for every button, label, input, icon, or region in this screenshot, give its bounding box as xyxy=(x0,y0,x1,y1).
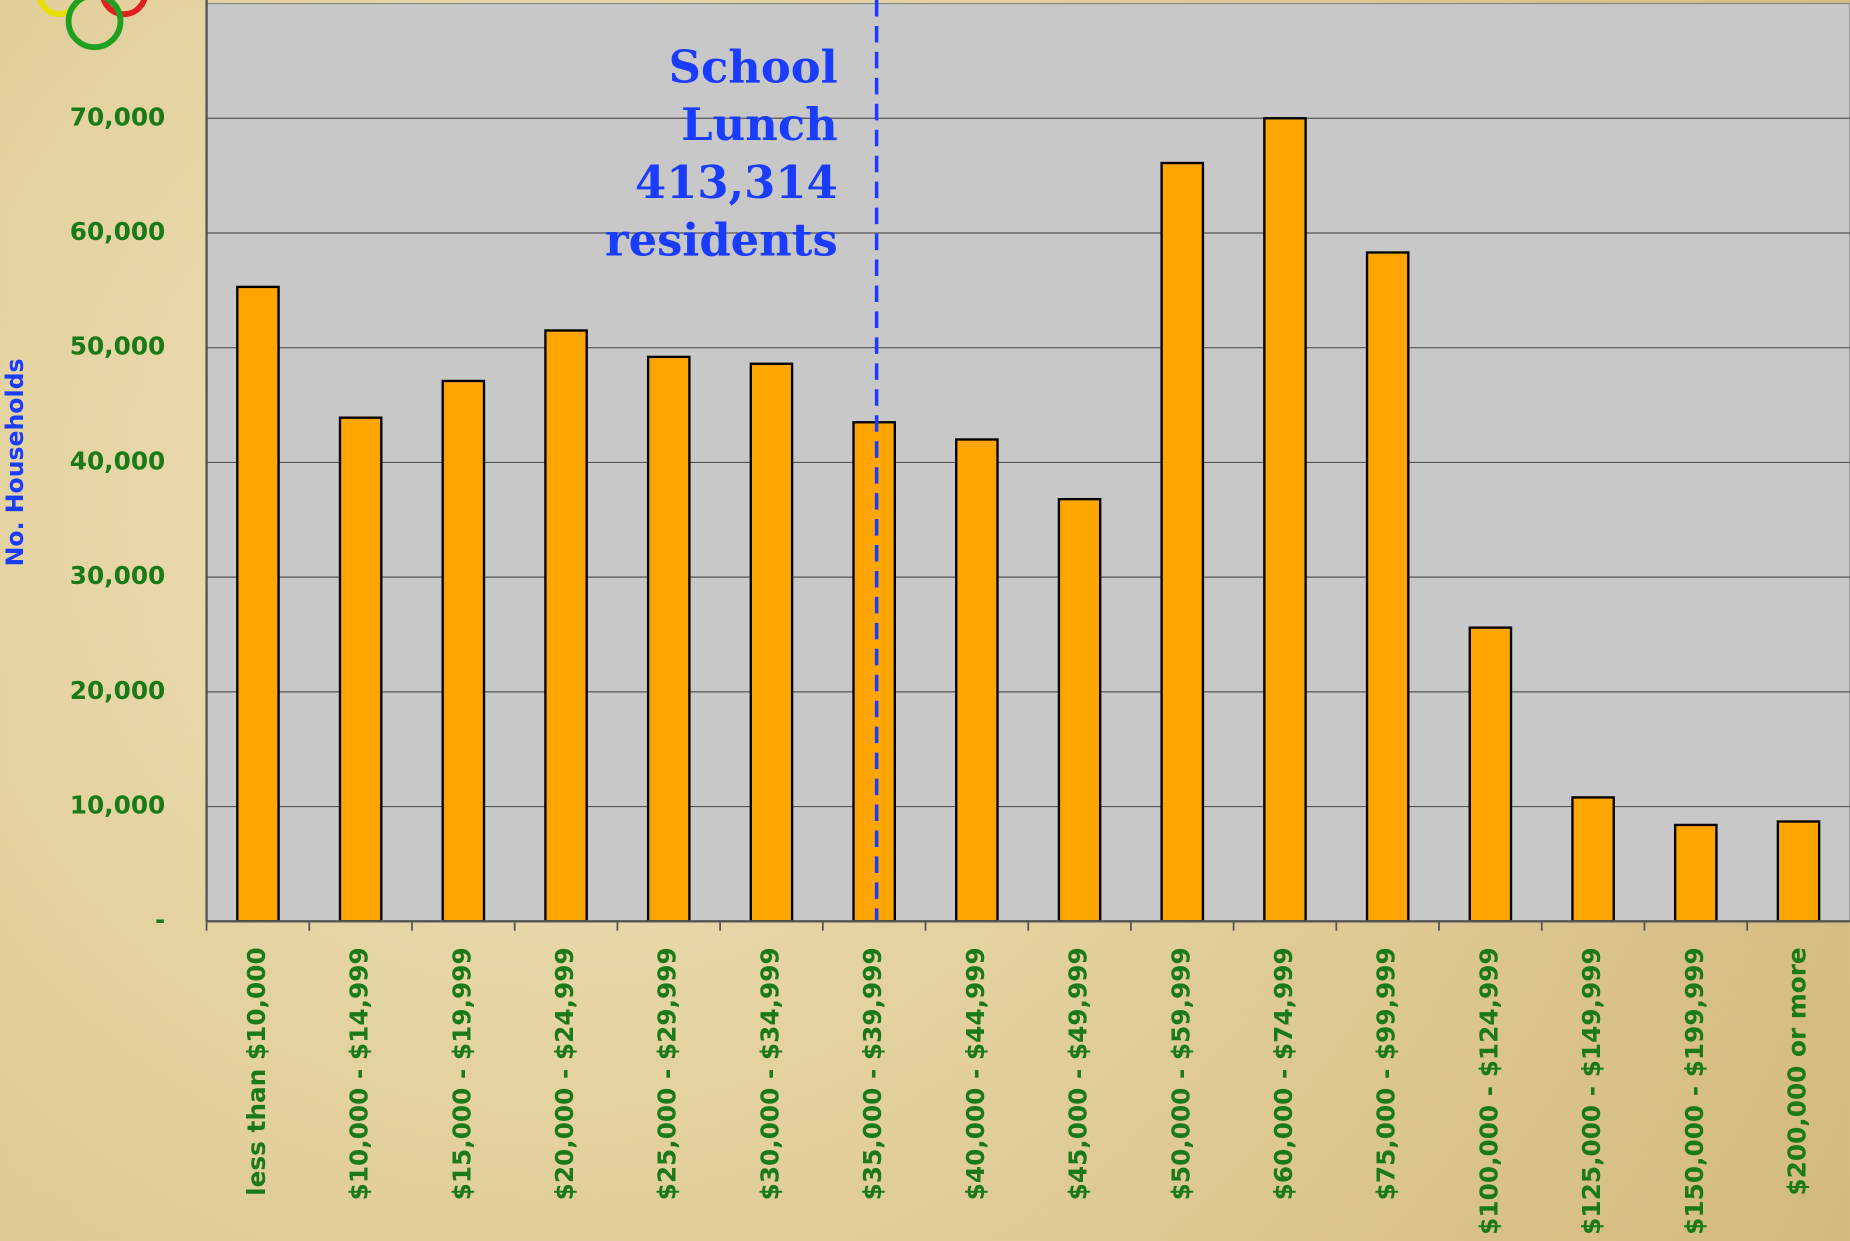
annotation-line: residents xyxy=(605,214,838,267)
x-tick-label: $40,000 - $44,999 xyxy=(961,947,990,1200)
bar xyxy=(1365,251,1410,923)
x-tick-label: $15,000 - $19,999 xyxy=(447,947,476,1200)
decor-circle xyxy=(100,0,148,18)
x-tick-label: $30,000 - $34,999 xyxy=(755,947,784,1200)
bar xyxy=(544,329,588,923)
y-tick-label: 40,000 xyxy=(70,446,166,475)
y-tick-label: 70,000 xyxy=(70,102,166,131)
decor-circle xyxy=(37,0,81,18)
bar xyxy=(955,438,999,923)
x-tick-label: $125,000 - $149,999 xyxy=(1577,947,1606,1235)
x-tick-label: $35,000 - $39,999 xyxy=(858,947,887,1200)
annotation-line: Lunch xyxy=(681,98,838,151)
bar xyxy=(852,421,896,923)
x-tick-label: $50,000 - $59,999 xyxy=(1166,947,1195,1200)
bar xyxy=(1571,796,1615,923)
x-tick-label: $60,000 - $74,999 xyxy=(1269,947,1298,1200)
bar xyxy=(1673,823,1718,923)
x-tick-label: $25,000 - $29,999 xyxy=(653,947,682,1200)
x-tick-label: $20,000 - $24,999 xyxy=(550,947,579,1200)
bar xyxy=(236,285,280,923)
bar xyxy=(441,379,486,923)
bar xyxy=(646,355,691,923)
y-tick-label: 60,000 xyxy=(70,217,166,246)
x-tick-label: $10,000 - $14,999 xyxy=(345,947,374,1200)
x-tick-label: less than $10,000 xyxy=(242,947,271,1196)
y-axis-label: No. Households xyxy=(1,359,29,567)
x-tick-label: $75,000 - $99,999 xyxy=(1372,947,1401,1200)
annotation-line: 413,314 xyxy=(635,156,838,209)
y-tick-label: 50,000 xyxy=(70,332,166,361)
bar xyxy=(1776,820,1821,923)
bar xyxy=(1160,161,1205,923)
y-tick-label: - xyxy=(155,905,165,934)
y-tick-label: 10,000 xyxy=(70,791,166,820)
bar xyxy=(749,362,794,923)
x-tick-label: $200,000 or more xyxy=(1782,947,1811,1195)
y-tick-label: 30,000 xyxy=(70,561,166,590)
bar xyxy=(1057,497,1102,923)
x-tick-label: $45,000 - $49,999 xyxy=(1064,947,1093,1200)
bar xyxy=(338,416,383,923)
y-tick-label: 20,000 xyxy=(70,676,166,705)
bars xyxy=(236,117,1821,923)
decor-circle xyxy=(65,0,124,51)
bar xyxy=(1263,117,1307,923)
x-tick-label: $100,000 - $124,999 xyxy=(1474,947,1503,1235)
x-tick-label: $150,000 - $199,999 xyxy=(1680,947,1709,1235)
annotation-line: School xyxy=(669,40,838,93)
bar xyxy=(1468,626,1513,923)
